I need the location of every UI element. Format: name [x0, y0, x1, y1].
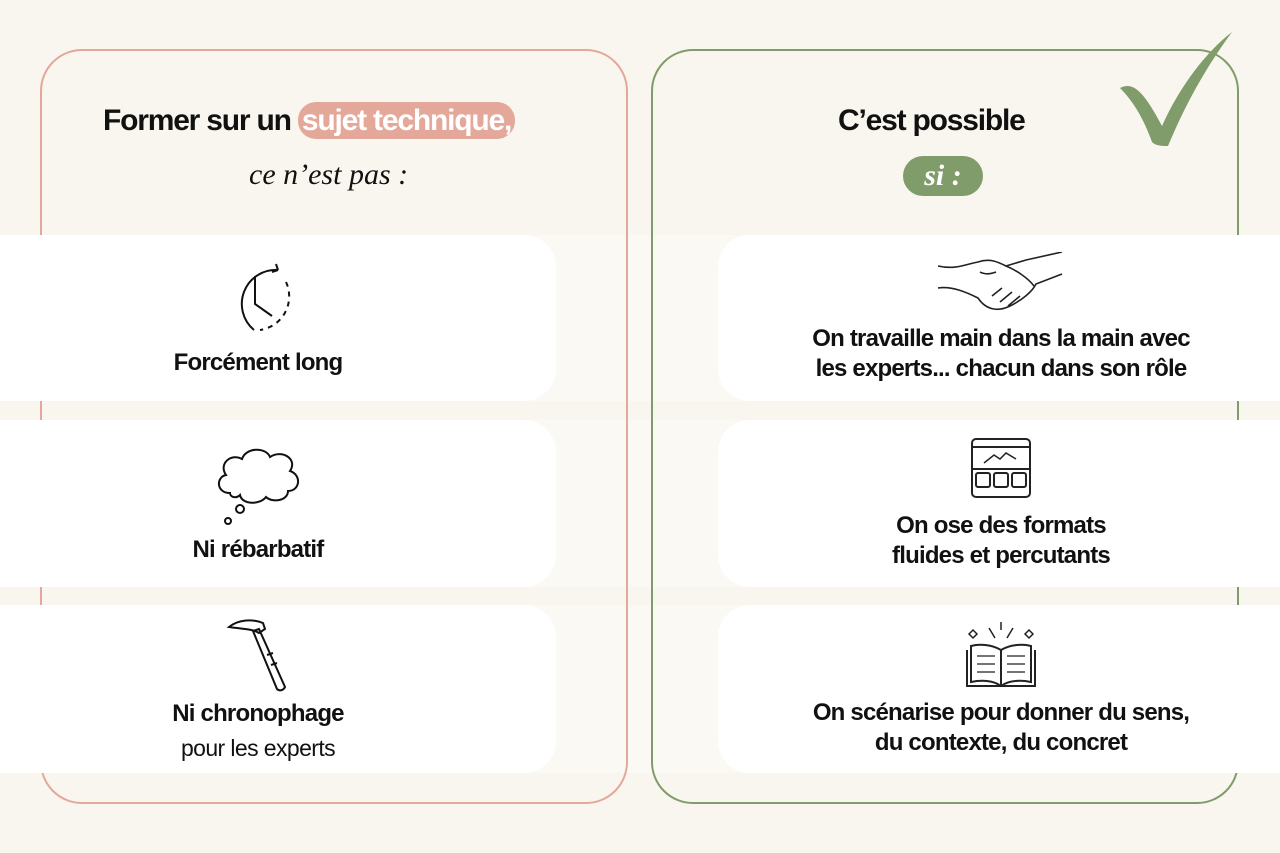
- card-forcement-long: Forcément long: [0, 235, 556, 401]
- checkmark-icon: [1120, 32, 1232, 146]
- item-label: Ni chronophage: [172, 700, 344, 727]
- item-label-line: du contexte, du concret: [874, 729, 1128, 756]
- thought-bubble-icon: [218, 448, 299, 525]
- item-label-line: les experts... chacun dans son rôle: [815, 355, 1188, 382]
- clock-icon: [240, 263, 291, 331]
- item-label-line: fluides et percutants: [892, 541, 1111, 569]
- open-book-icon: [966, 622, 1036, 688]
- si-badge: si :: [903, 156, 983, 196]
- item-label-line: On travaille main dans la main avec: [812, 325, 1190, 352]
- card-scenarise: On scénarise pour donner du sens, du con…: [718, 605, 1280, 773]
- title-highlight: sujet technique,: [297, 102, 516, 139]
- web-layout-icon: [971, 437, 1031, 498]
- item-label: Ni rébarbatif: [192, 535, 325, 563]
- left-subtitle: ce n’est pas :: [249, 158, 409, 191]
- item-sublabel: pour les experts: [180, 735, 336, 761]
- card-main-dans-la-main: On travaille main dans la main avec les …: [718, 235, 1280, 401]
- card-formats: On ose des formats fluides et percutants: [718, 420, 1280, 587]
- right-title: C’est possible: [838, 104, 1026, 137]
- card-ni-chronophage: Ni chronophage pour les experts: [0, 605, 556, 773]
- hammer-icon: [226, 619, 287, 692]
- item-label-line: On scénarise pour donner du sens,: [812, 699, 1190, 726]
- card-ni-rebarbatif: Ni rébarbatif: [0, 420, 556, 587]
- item-label: Forcément long: [173, 349, 344, 376]
- item-label-line: On ose des formats: [896, 511, 1106, 539]
- left-title: Former sur un sujet technique,: [103, 102, 516, 139]
- title-prefix: Former sur un: [103, 104, 292, 137]
- handshake-icon: [937, 252, 1063, 311]
